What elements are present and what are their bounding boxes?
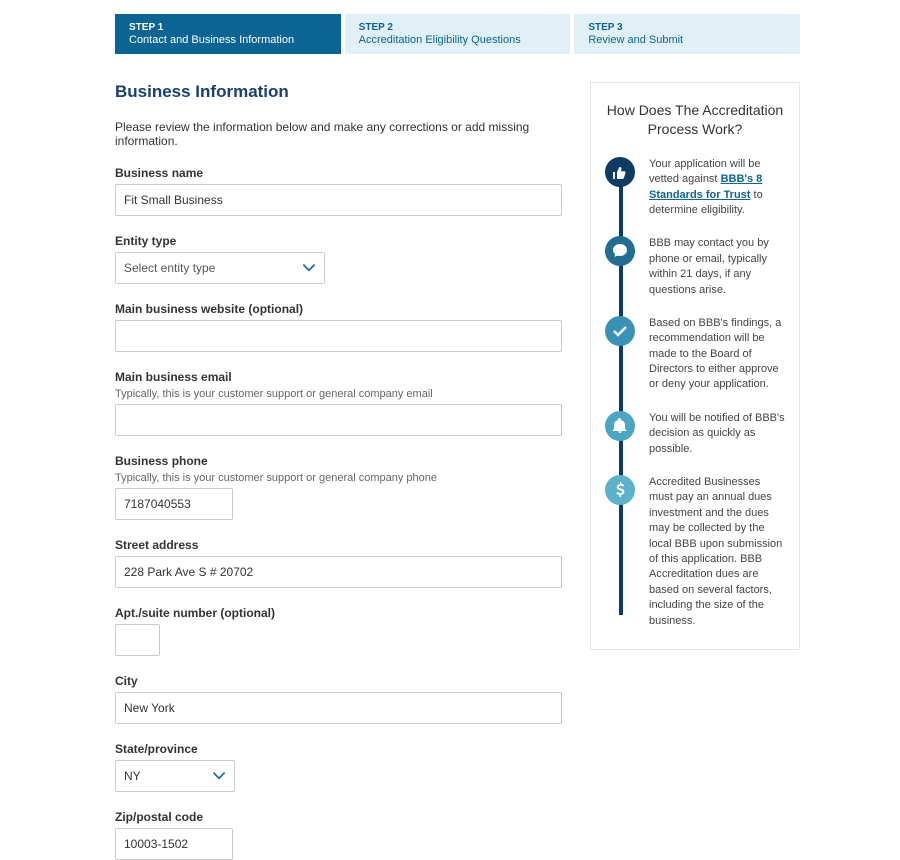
label-zip: Zip/postal code: [115, 810, 562, 824]
entity-type-select[interactable]: Select entity type: [115, 252, 325, 284]
label-city: City: [115, 674, 562, 688]
intro-text: Please review the information below and …: [115, 120, 562, 148]
chat-icon: [605, 236, 635, 266]
thumbs-up-icon: [605, 157, 635, 187]
timeline-text: Accredited Businesses must pay an annual…: [649, 475, 785, 629]
street-input[interactable]: [115, 556, 562, 588]
form-column: Business Information Please review the i…: [115, 82, 562, 860]
apt-input[interactable]: [115, 624, 160, 656]
step-2[interactable]: STEP 2 Accreditation Eligibility Questio…: [345, 14, 571, 54]
label-email: Main business email: [115, 370, 562, 384]
chevron-down-icon: [212, 772, 226, 781]
label-street: Street address: [115, 538, 562, 552]
hint-email: Typically, this is your customer support…: [115, 388, 562, 400]
label-website: Main business website (optional): [115, 302, 562, 316]
timeline: Your application will be vetted against …: [605, 157, 785, 629]
label-entity-type: Entity type: [115, 234, 562, 248]
label-phone: Business phone: [115, 454, 562, 468]
label-business-name: Business name: [115, 166, 562, 180]
email-input[interactable]: [115, 404, 562, 436]
timeline-item: Accredited Businesses must pay an annual…: [605, 475, 785, 629]
timeline-text: BBB may contact you by phone or email, t…: [649, 236, 785, 298]
business-name-input[interactable]: [115, 184, 562, 216]
city-input[interactable]: [115, 692, 562, 724]
phone-input[interactable]: [115, 488, 233, 520]
bell-icon: [605, 411, 635, 441]
label-state: State/province: [115, 742, 562, 756]
check-icon: [605, 316, 635, 346]
timeline-item: Based on BBB's findings, a recommendatio…: [605, 316, 785, 393]
timeline-item: You will be notified of BBB's decision a…: [605, 411, 785, 457]
sidebar: How Does The Accreditation Process Work?…: [590, 82, 800, 650]
chevron-down-icon: [302, 264, 316, 273]
timeline-text: Based on BBB's findings, a recommendatio…: [649, 316, 785, 393]
sidebar-title: How Does The Accreditation Process Work?: [605, 101, 785, 139]
timeline-text: You will be notified of BBB's decision a…: [649, 411, 785, 457]
timeline-item: BBB may contact you by phone or email, t…: [605, 236, 785, 298]
timeline-text: Your application will be vetted against …: [649, 157, 785, 219]
step-bar: STEP 1 Contact and Business Information …: [115, 14, 800, 54]
hint-phone: Typically, this is your customer support…: [115, 472, 562, 484]
dollar-icon: [605, 475, 635, 505]
section-title: Business Information: [115, 82, 562, 102]
step-1[interactable]: STEP 1 Contact and Business Information: [115, 14, 341, 54]
state-select[interactable]: NY: [115, 760, 235, 792]
timeline-item: Your application will be vetted against …: [605, 157, 785, 219]
website-input[interactable]: [115, 320, 562, 352]
step-3[interactable]: STEP 3 Review and Submit: [574, 14, 800, 54]
label-apt: Apt./suite number (optional): [115, 606, 562, 620]
zip-input[interactable]: [115, 828, 233, 860]
